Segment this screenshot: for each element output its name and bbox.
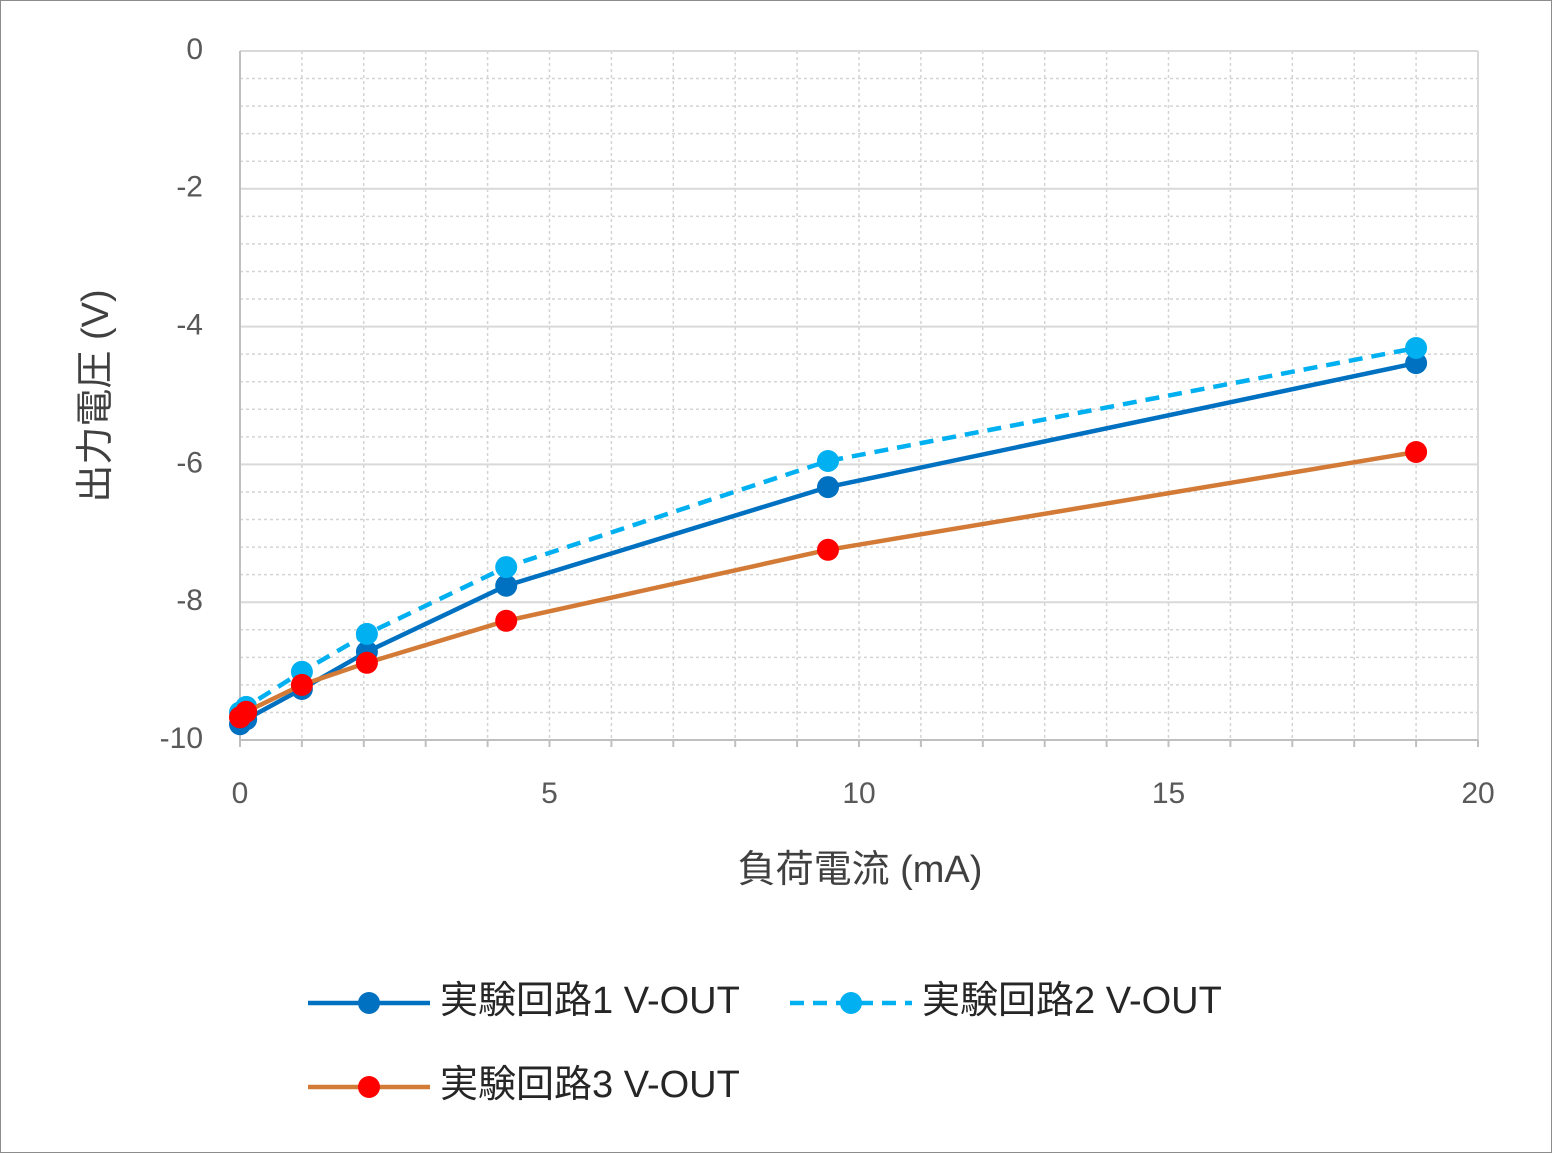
legend-item-1: 実験回路1 V-OUT <box>308 980 740 1022</box>
y-tick-label: -8 <box>176 584 203 617</box>
series-3-point <box>290 673 313 696</box>
series-2-point <box>1405 337 1428 359</box>
series-2-point <box>495 556 518 579</box>
series-3-point <box>235 700 258 723</box>
legend-swatch-marker <box>840 992 862 1014</box>
legend-label: 実験回路1 V-OUT <box>440 980 740 1022</box>
x-tick-label: 5 <box>541 777 558 810</box>
legend-item-2: 実験回路2 V-OUT <box>790 980 1222 1022</box>
gridlines <box>240 50 1479 740</box>
x-tick-label: 10 <box>842 777 875 810</box>
series-3 <box>229 441 1428 729</box>
y-tick-label: -2 <box>176 171 203 204</box>
legend-swatch-marker <box>358 1076 380 1098</box>
y-tick-label: -4 <box>176 309 203 342</box>
legend-swatch-marker <box>358 992 380 1014</box>
legend-label: 実験回路3 V-OUT <box>440 1064 740 1106</box>
tick-labels: 0 5 10 15 20 0 -2 -4 -6 -8 -10 <box>160 33 1495 810</box>
y-tick-label: -6 <box>176 446 203 479</box>
x-tick-label: 0 <box>232 777 249 810</box>
legend-item-3: 実験回路3 V-OUT <box>308 1064 740 1106</box>
series-3-point <box>355 651 378 674</box>
legend: 実験回路1 V-OUT 実験回路2 V-OUT 実験回路3 V-OUT <box>308 980 1222 1106</box>
series-3-point <box>817 538 839 561</box>
axes <box>239 51 1479 747</box>
series-2-point <box>355 622 378 645</box>
y-tick-label: 0 <box>186 33 203 66</box>
series-1-point <box>817 476 839 499</box>
x-tick-label: 20 <box>1461 777 1494 810</box>
series-3-point <box>1405 441 1428 463</box>
series-2-point <box>817 450 839 472</box>
x-tick-label: 15 <box>1152 777 1185 810</box>
series-group <box>229 337 1428 736</box>
series-1-point <box>1405 352 1428 375</box>
y-tick-label: -10 <box>160 722 203 755</box>
y-axis-title: 出力電圧 (V) <box>75 289 117 502</box>
x-axis-title: 負荷電流 (mA) <box>738 849 983 891</box>
series-1-point <box>495 574 518 597</box>
series-3-point <box>495 609 518 632</box>
legend-label: 実験回路2 V-OUT <box>922 980 1222 1022</box>
